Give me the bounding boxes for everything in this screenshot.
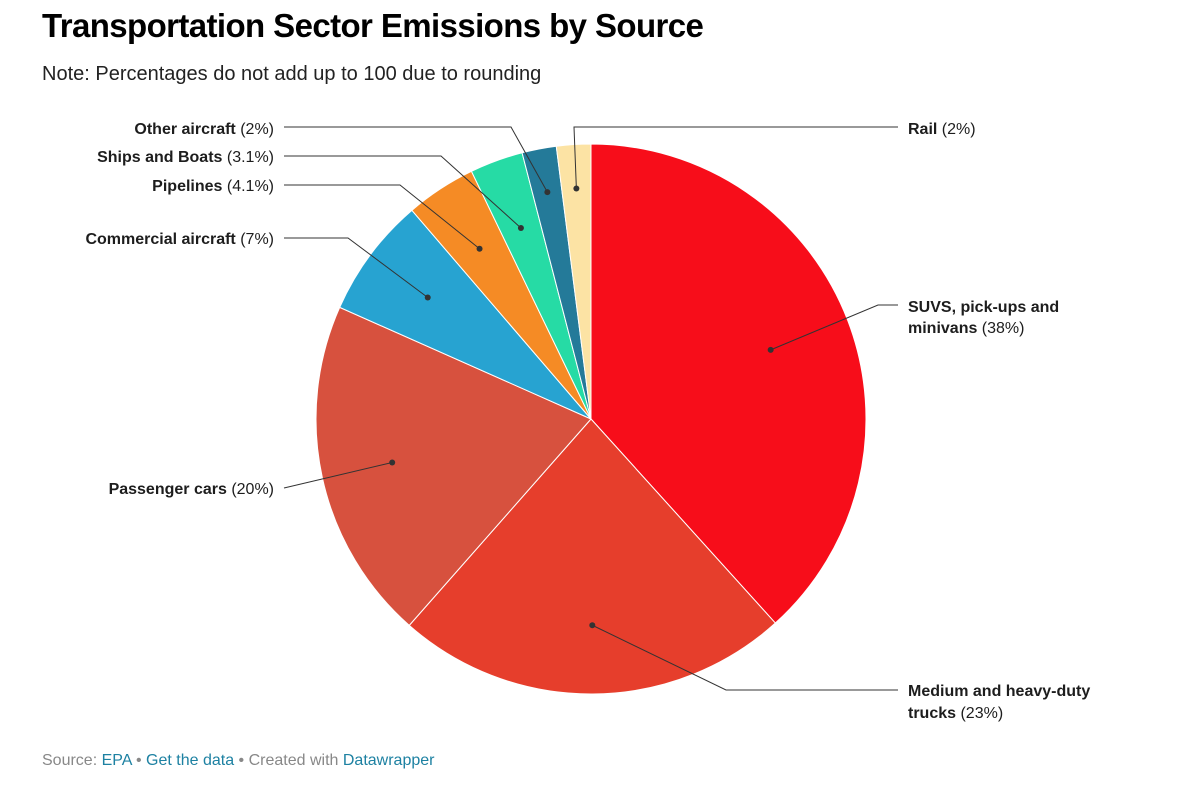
slice-name-label: Passenger cars <box>109 481 227 498</box>
slice-value-label: (23%) <box>956 705 1003 722</box>
slice-label: minivans (38%) <box>908 320 1024 337</box>
source-prefix: Source: <box>42 752 102 769</box>
pie-slice-rail[interactable] <box>555 143 592 420</box>
slice-value-label: (7%) <box>236 231 274 248</box>
leader-line <box>284 155 522 229</box>
slice-label: Medium and heavy-duty <box>908 683 1090 700</box>
slice-value-label: (2%) <box>937 121 975 138</box>
source-link[interactable]: EPA <box>101 752 132 769</box>
slice-label: trucks (23%) <box>908 705 1003 722</box>
get-data-link[interactable]: Get the data <box>146 752 235 769</box>
slice-labels: SUVS, pick-ups and minivans (38%) Medium a… <box>85 121 1090 722</box>
slice-label: SUVS, pick-ups and <box>908 299 1059 316</box>
footer-separator: • <box>234 752 249 769</box>
leader-lines <box>283 126 898 691</box>
slice-label: Rail (2%) <box>908 121 976 138</box>
leader-line <box>573 126 898 189</box>
slice-value-label: (38%) <box>977 320 1024 337</box>
slice-label: Other aircraft (2%) <box>134 121 274 138</box>
slice-name-label: trucks <box>908 705 956 722</box>
leader-line <box>283 461 393 489</box>
chart-footer: Source: EPA • Get the data • Created wit… <box>42 750 434 772</box>
slice-name-label: Other aircraft <box>134 121 236 138</box>
leader-line <box>284 126 548 193</box>
chart-subtitle: Note: Percentages do not add up to 100 d… <box>42 63 542 85</box>
created-with-text: Created with <box>248 752 343 769</box>
leader-line <box>284 184 480 250</box>
slice-name-label: Pipelines <box>152 178 222 195</box>
slice-name-label: Medium and heavy-duty <box>908 683 1090 700</box>
leader-line <box>284 237 429 298</box>
pie-slice-medium-and-heavy-duty-trucks[interactable] <box>408 418 777 695</box>
slice-name-label: SUVS, pick-ups and <box>908 299 1059 316</box>
slice-name-label: Ships and Boats <box>97 149 222 166</box>
slice-label: Commercial aircraft (7%) <box>85 231 274 248</box>
slice-value-label: (2%) <box>236 121 274 138</box>
datawrapper-link[interactable]: Datawrapper <box>342 752 435 769</box>
pie-slices <box>315 143 867 695</box>
slice-name-label: Rail <box>908 121 937 138</box>
leader-line <box>770 304 898 351</box>
slice-value-label: (4.1%) <box>222 178 274 195</box>
slice-name-label: minivans <box>908 320 977 337</box>
pie-slice-passenger-cars[interactable] <box>315 306 592 627</box>
pie-slice-suvs-pick-ups-and-minivans[interactable] <box>590 143 867 624</box>
leader-line <box>592 624 898 691</box>
slice-name-label: Commercial aircraft <box>85 231 236 248</box>
slice-label: Passenger cars (20%) <box>109 481 274 498</box>
slice-label: Pipelines (4.1%) <box>152 178 274 195</box>
slice-value-label: (3.1%) <box>222 149 274 166</box>
slice-value-label: (20%) <box>227 481 274 498</box>
chart-title: Transportation Sector Emissions by Sourc… <box>42 7 704 44</box>
footer-separator: • <box>131 752 147 769</box>
slice-label: Ships and Boats (3.1%) <box>97 149 274 166</box>
